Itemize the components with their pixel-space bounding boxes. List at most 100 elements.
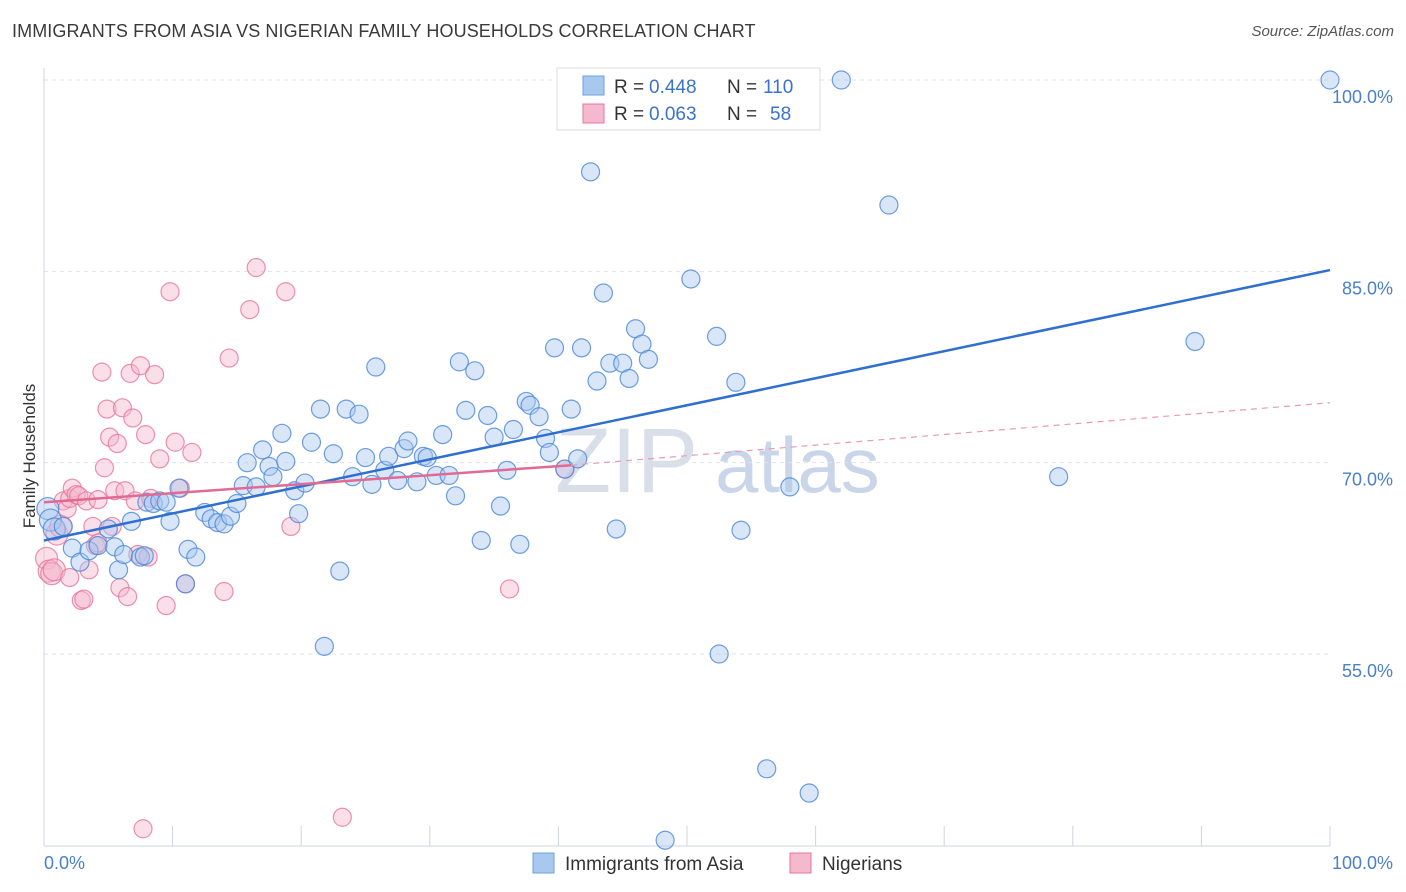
nigerians-point-39: [144, 365, 165, 385]
nigerians-point-2: [40, 562, 64, 586]
asia-point-63: [445, 486, 466, 506]
nigerians-point-29: [117, 586, 138, 607]
asia-point-31: [237, 453, 257, 473]
nigerians-point-22: [99, 427, 120, 447]
asia-point-43: [314, 636, 334, 656]
asia-point-74: [516, 391, 536, 412]
asia-point-108: [655, 830, 675, 850]
asia-point-79: [544, 338, 565, 358]
nigerians-point-41: [156, 595, 176, 616]
grid-lines: [44, 79, 1330, 655]
asia-point-105: [1049, 467, 1069, 487]
asia-point-95: [681, 269, 701, 289]
asia-point-54: [388, 470, 408, 491]
asia-point-61: [433, 425, 453, 445]
y-tick-label-85: 85.0%: [1342, 278, 1393, 298]
bottom-legend-label-asia: Immigrants from Asia: [565, 854, 744, 875]
asia-point-20: [169, 478, 189, 498]
asia-point-17: [150, 491, 170, 511]
asia-point-29: [227, 493, 247, 514]
asia-point-35: [263, 467, 283, 487]
asia-point-106: [1185, 331, 1205, 352]
legend-n-label-nigerians: N =: [727, 104, 757, 125]
asia-point-82: [568, 449, 588, 469]
asia-point-6: [79, 541, 99, 561]
asia-point-103: [831, 70, 851, 90]
asia-point-100: [757, 759, 777, 779]
asia-point-39: [289, 504, 309, 524]
y-tick-label-100: 100.0%: [1332, 87, 1393, 107]
y-tick-label-55: 55.0%: [1342, 661, 1393, 681]
nigerians-point-49: [240, 300, 260, 320]
nigerians-point-13: [74, 589, 94, 609]
asia-point-85: [587, 371, 607, 391]
asia-point-19: [160, 511, 180, 531]
source-label: Source: ZipAtlas.com: [1251, 23, 1394, 40]
asia-point-14: [134, 546, 154, 566]
bottom-legend-swatch-nigerians: [789, 852, 812, 874]
nigerians-point-47: [214, 581, 234, 602]
asia-point-73: [510, 534, 530, 554]
asia-point-65: [456, 400, 476, 420]
y-tick-label-70: 70.0%: [1342, 470, 1393, 490]
asia-point-102: [799, 783, 819, 803]
nigerians-point-36: [135, 425, 156, 445]
legend-r-value-asia: 0.448: [649, 77, 697, 98]
asia-point-93: [638, 349, 659, 369]
asia-point-104: [879, 195, 899, 215]
asia-point-84: [580, 162, 601, 182]
asia-point-44: [323, 444, 343, 464]
asia-point-45: [330, 561, 350, 581]
asia-point-78: [539, 442, 559, 463]
asia-point-53: [379, 446, 399, 466]
trend-lines: [43, 268, 1331, 542]
asia-point-64: [449, 352, 469, 372]
x-tick-label-min: 0.0%: [44, 853, 85, 873]
asia-point-107: [1320, 70, 1340, 90]
nigerians-point-43: [165, 432, 185, 452]
bottom-legend-label-nigerians: Nigerians: [822, 854, 902, 875]
nigerians-point-50: [246, 257, 266, 278]
chart-title: IMMIGRANTS FROM ASIA VS NIGERIAN FAMILY …: [12, 21, 756, 41]
stats-legend: R = 0.448 N = 110 R = 0.063 N = 58: [556, 67, 821, 131]
nigerians-point-35: [133, 819, 153, 839]
nigerians-point-53: [332, 807, 352, 827]
nigerians-point-27: [112, 398, 133, 418]
axes: 55.0% 70.0% 85.0% 100.0%: [43, 68, 1393, 847]
asia-point-41: [301, 432, 322, 452]
bottom-legend-swatch-asia: [532, 852, 555, 874]
legend-swatch-asia: [582, 75, 605, 96]
legend-n-value-nigerians: 58: [770, 104, 791, 125]
asia-point-46: [336, 399, 356, 419]
asia-point-33: [253, 440, 273, 460]
nigerians-point-30: [120, 363, 140, 383]
asia-point-23: [186, 547, 206, 567]
asia-point-10: [108, 560, 129, 580]
nigerians-trend-extension: [571, 402, 1331, 466]
asia-point-81: [561, 399, 581, 419]
nigerians-point-21: [97, 399, 117, 419]
legend-r-label-asia: R =: [614, 77, 644, 98]
nigerians-point-31: [123, 408, 143, 428]
legend-n-label-asia: N =: [727, 77, 757, 98]
x-tick-label-max: 100.0%: [1332, 853, 1393, 873]
nigerians-trend-line: [43, 463, 572, 504]
asia-point-66: [465, 361, 485, 381]
nigerians-point-46: [182, 442, 202, 463]
asia-point-21: [175, 574, 196, 594]
asia-point-51: [366, 357, 386, 377]
asia-point-36: [272, 423, 292, 443]
asia-point-56: [398, 431, 418, 451]
nigerians-point-48: [219, 348, 239, 368]
y-axis-label: Family Households: [20, 384, 39, 529]
asia-point-27: [214, 514, 234, 534]
legend-swatch-nigerians: [582, 103, 605, 124]
asia-point-83: [571, 338, 592, 358]
nigerians-point-25: [107, 433, 127, 454]
asia-point-49: [355, 447, 376, 468]
legend-r-value-nigerians: 0.063: [649, 104, 697, 125]
asia-point-48: [349, 404, 369, 424]
nigerians-point-24: [105, 481, 125, 501]
series-legend: Immigrants from Asia Nigerians: [532, 852, 902, 875]
asia-point-18: [156, 492, 176, 512]
